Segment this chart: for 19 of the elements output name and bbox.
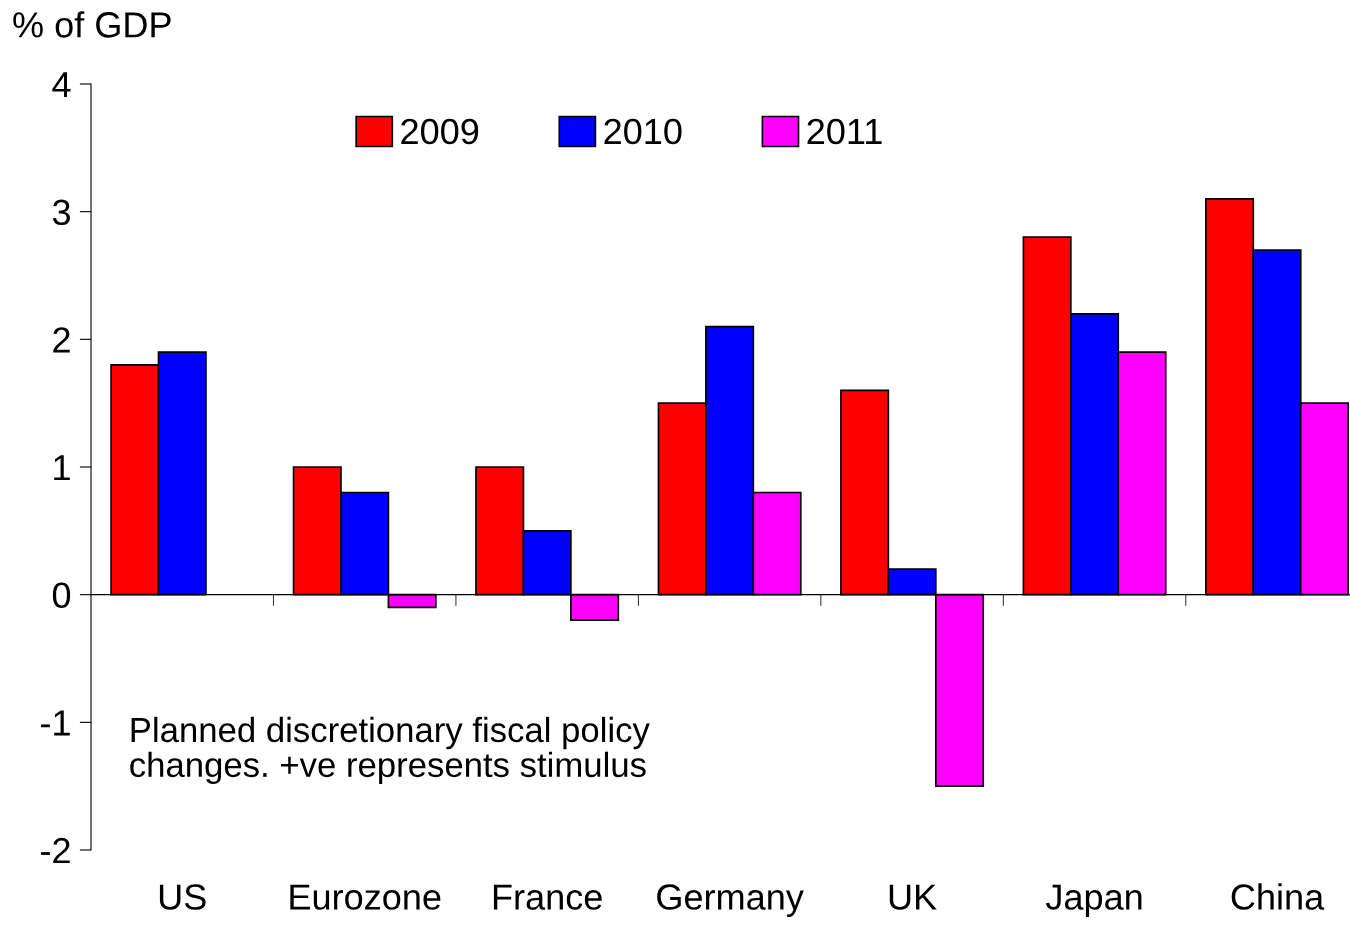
y-tick-label: -1 — [41, 710, 70, 736]
annotation: Planned discretionary fiscal policy changes. +ve represents stimulus — [130, 716, 650, 785]
y-tick-label: 4 — [52, 72, 71, 98]
x-tick-label: Germany — [657, 884, 804, 917]
legend-label: 2010 — [604, 118, 682, 145]
y-tick-label: 1 — [54, 455, 70, 481]
x-tick-label: France — [493, 884, 602, 910]
x-tick-label: US — [159, 884, 206, 910]
y-tick-label: 3 — [52, 199, 70, 226]
x-tick-label: Japan — [1045, 884, 1142, 917]
legend-label: 2009 — [401, 118, 479, 145]
x-tick-label: China — [1231, 883, 1325, 910]
x-tick-label: UK — [889, 884, 937, 910]
y-tick-label: 2 — [53, 327, 70, 353]
legend-label: 2011 — [807, 118, 882, 145]
y-tick-label: 0 — [52, 582, 71, 609]
x-tick-label: Eurozone — [290, 884, 441, 910]
y-tick-label: -2 — [41, 837, 70, 864]
y-axis-title: % of GDP — [13, 11, 171, 38]
